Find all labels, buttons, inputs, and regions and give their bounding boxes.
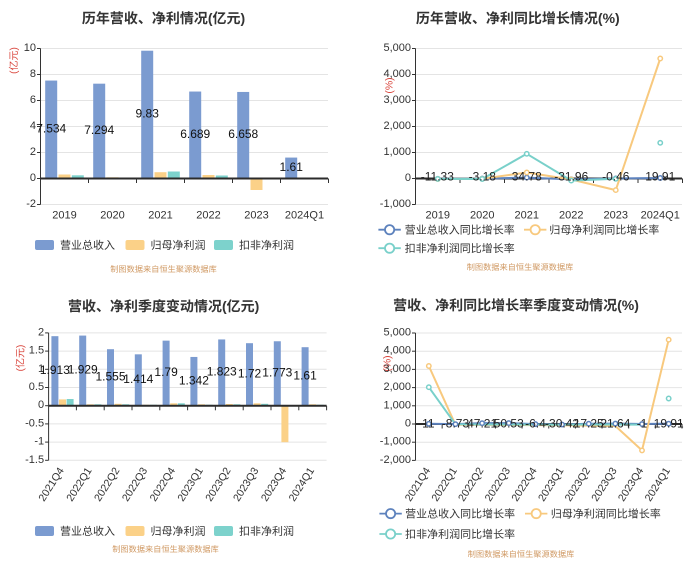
svg-text:-8.73: -8.73 bbox=[442, 417, 470, 431]
svg-text:-2,000: -2,000 bbox=[380, 454, 411, 466]
svg-text:0: 0 bbox=[405, 172, 411, 184]
svg-text:2,000: 2,000 bbox=[383, 120, 411, 132]
svg-text:1.61: 1.61 bbox=[280, 160, 304, 174]
svg-text:7.294: 7.294 bbox=[84, 123, 114, 137]
svg-text:-1: -1 bbox=[637, 417, 648, 431]
svg-text:(: ( bbox=[222, 298, 227, 314]
svg-text:5,000: 5,000 bbox=[383, 327, 411, 339]
svg-text:2021: 2021 bbox=[148, 210, 172, 222]
svg-text:1,000: 1,000 bbox=[383, 399, 411, 411]
svg-text:1.5: 1.5 bbox=[29, 345, 44, 357]
svg-text:(%): (%) bbox=[598, 10, 620, 26]
svg-text:-1.5: -1.5 bbox=[25, 454, 44, 466]
svg-text:47.21: 47.21 bbox=[467, 417, 497, 431]
svg-text:5,000: 5,000 bbox=[383, 42, 411, 54]
svg-text:2022: 2022 bbox=[559, 210, 583, 222]
svg-text:2023: 2023 bbox=[244, 210, 268, 222]
svg-text:): ) bbox=[9, 47, 20, 50]
svg-text:-30.42: -30.42 bbox=[545, 417, 579, 431]
svg-text:1.79: 1.79 bbox=[154, 365, 178, 379]
svg-text:19.91: 19.91 bbox=[654, 417, 684, 431]
svg-text:4,000: 4,000 bbox=[383, 68, 411, 80]
svg-text:4: 4 bbox=[30, 120, 36, 132]
svg-text:11: 11 bbox=[422, 417, 435, 431]
svg-text:0: 0 bbox=[38, 399, 44, 411]
svg-text:2019: 2019 bbox=[426, 210, 450, 222]
svg-text:(: ( bbox=[9, 70, 20, 74]
svg-text:6: 6 bbox=[30, 94, 36, 106]
svg-text:6.689: 6.689 bbox=[180, 127, 210, 141]
svg-text:2022: 2022 bbox=[196, 210, 220, 222]
svg-text:-1,000: -1,000 bbox=[380, 198, 411, 210]
svg-text:2020: 2020 bbox=[470, 210, 494, 222]
svg-text:-1,000: -1,000 bbox=[380, 436, 411, 448]
svg-text:(%): (%) bbox=[617, 297, 639, 313]
svg-text:(: ( bbox=[208, 10, 213, 26]
svg-text:2024Q1: 2024Q1 bbox=[641, 210, 680, 222]
svg-text:): ) bbox=[16, 345, 27, 348]
svg-text:1.913: 1.913 bbox=[40, 363, 70, 377]
svg-text:1.342: 1.342 bbox=[179, 373, 209, 387]
svg-text:2020: 2020 bbox=[100, 210, 124, 222]
svg-text:1.773: 1.773 bbox=[262, 365, 292, 379]
svg-text:0: 0 bbox=[405, 418, 411, 430]
svg-text:4,000: 4,000 bbox=[383, 345, 411, 357]
svg-text:50.53: 50.53 bbox=[494, 417, 524, 431]
svg-text:): ) bbox=[241, 10, 246, 26]
svg-text:-6.4: -6.4 bbox=[525, 417, 546, 431]
svg-text:19.91: 19.91 bbox=[645, 169, 675, 183]
svg-text:21.64: 21.64 bbox=[600, 417, 630, 431]
svg-text:10: 10 bbox=[24, 42, 36, 54]
svg-text:2: 2 bbox=[38, 326, 44, 338]
svg-text:1.61: 1.61 bbox=[293, 368, 317, 382]
svg-text:17.25: 17.25 bbox=[574, 417, 604, 431]
svg-text:2021: 2021 bbox=[515, 210, 539, 222]
svg-text:1,000: 1,000 bbox=[383, 146, 411, 158]
svg-text:-11.33: -11.33 bbox=[421, 169, 454, 183]
svg-text:1.72: 1.72 bbox=[238, 366, 262, 380]
svg-text:8: 8 bbox=[30, 68, 36, 80]
svg-text:-1: -1 bbox=[34, 436, 44, 448]
svg-text:-3.18: -3.18 bbox=[469, 169, 497, 183]
svg-text:-0.5: -0.5 bbox=[25, 417, 44, 429]
svg-text:(: ( bbox=[16, 367, 27, 371]
svg-text:1.823: 1.823 bbox=[207, 365, 237, 379]
svg-text:9.83: 9.83 bbox=[136, 106, 160, 120]
svg-text:0.5: 0.5 bbox=[29, 381, 44, 393]
svg-text:): ) bbox=[255, 298, 260, 314]
svg-text:3,000: 3,000 bbox=[383, 363, 411, 375]
svg-text:2023: 2023 bbox=[604, 210, 628, 222]
svg-text:1.929: 1.929 bbox=[68, 363, 98, 377]
svg-text:1.555: 1.555 bbox=[95, 369, 125, 383]
svg-text:6.658: 6.658 bbox=[228, 127, 258, 141]
svg-text:2,000: 2,000 bbox=[383, 381, 411, 393]
svg-text:2: 2 bbox=[30, 146, 36, 158]
svg-text:2024Q1: 2024Q1 bbox=[285, 210, 324, 222]
svg-text:(%): (%) bbox=[383, 77, 395, 93]
svg-text:1: 1 bbox=[38, 363, 44, 375]
svg-text:-31.96: -31.96 bbox=[554, 169, 588, 183]
svg-text:34.78: 34.78 bbox=[512, 169, 542, 183]
svg-text:1.414: 1.414 bbox=[123, 372, 153, 386]
svg-text:0: 0 bbox=[30, 172, 36, 184]
svg-text:2019: 2019 bbox=[52, 210, 76, 222]
svg-text:-2: -2 bbox=[26, 198, 36, 210]
svg-text:3,000: 3,000 bbox=[383, 94, 411, 106]
svg-text:7.534: 7.534 bbox=[36, 121, 66, 135]
svg-text:-0.46: -0.46 bbox=[602, 169, 630, 183]
svg-text:(%): (%) bbox=[381, 355, 393, 371]
